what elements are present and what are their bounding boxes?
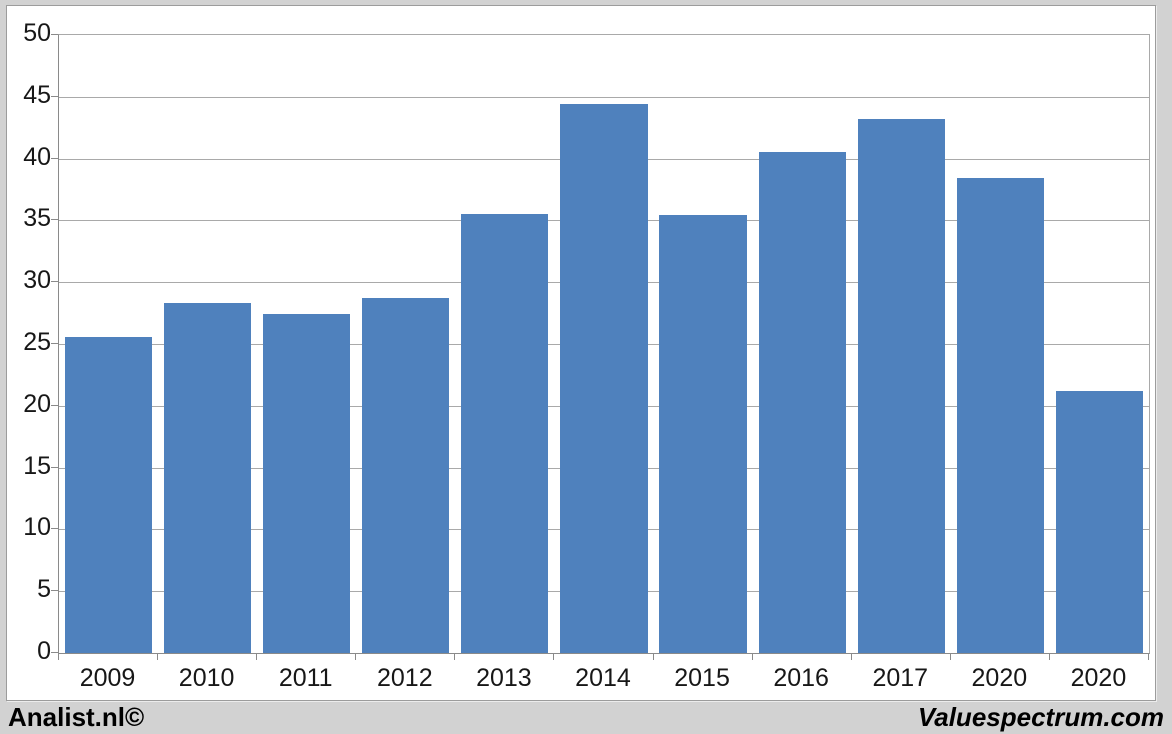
bar-2009 (64, 336, 153, 653)
x-axis-tick-mark (751, 653, 753, 660)
y-axis-tick-label: 35 (23, 204, 51, 233)
bar-2016 (758, 152, 846, 653)
y-axis-tick-label: 10 (23, 513, 51, 542)
x-axis-tick-mark (355, 653, 357, 660)
gridline (59, 96, 1149, 98)
x-axis-tick-label: 2013 (476, 664, 532, 692)
x-axis-tick-mark (850, 653, 852, 660)
bar-2020 (1055, 390, 1144, 653)
x-axis-tick-mark (256, 653, 258, 660)
x-axis-tick-mark (58, 653, 59, 660)
bar-2010 (164, 303, 252, 653)
x-axis-tick-label: 2017 (872, 664, 929, 692)
bar-2017 (857, 119, 945, 653)
chart-frame: 0 5 10 15 20 25 30 35 40 45 50 2009 2010 2011 2012 2013… (6, 5, 1156, 701)
y-axis-tick-label: 5 (37, 575, 51, 604)
y-axis-tick-mark (51, 466, 58, 468)
brand-analist: Analist.nl© (8, 702, 145, 732)
y-axis-tick-mark (51, 590, 58, 592)
x-axis-tick-label: 2020 (971, 664, 1028, 692)
x-axis-tick-label: 2014 (575, 664, 631, 692)
y-axis-tick-label: 45 (23, 80, 51, 109)
y-axis-tick-mark (51, 157, 58, 159)
brand-valuespectrum: Valuespectrum.com (917, 702, 1164, 732)
y-axis-tick-label: 40 (23, 142, 51, 171)
y-axis-tick-label: 0 (37, 637, 51, 665)
y-axis-tick-label: 50 (23, 19, 51, 47)
x-axis-tick-label: 2010 (178, 664, 235, 692)
x-axis-tick-mark (157, 653, 159, 660)
bar-2012 (362, 298, 450, 653)
x-axis-tick-mark (553, 653, 555, 660)
y-axis-tick-label: 25 (23, 328, 51, 356)
y-axis-tick-label: 20 (23, 389, 51, 418)
x-axis-tick-label: 2011 (278, 664, 333, 692)
y-axis-tick-mark (51, 219, 58, 221)
x-axis-tick-mark (1048, 653, 1050, 660)
y-axis-tick-mark (51, 652, 58, 653)
y-axis-tick-mark (51, 281, 58, 283)
x-axis-tick-mark (1148, 653, 1149, 660)
x-axis-tick-label: 2020 (1070, 664, 1127, 692)
y-axis-tick-label: 15 (23, 451, 51, 480)
x-axis-tick-label: 2016 (773, 664, 829, 692)
x-axis-tick-label: 2009 (79, 664, 136, 692)
y-axis-tick-mark (51, 528, 58, 530)
x-axis-tick-label: 2012 (376, 664, 433, 692)
y-axis-tick-label: 30 (23, 266, 51, 295)
bar-2014 (560, 104, 648, 653)
y-axis-tick-mark (51, 343, 58, 344)
y-axis-tick-mark (51, 34, 58, 35)
x-axis-tick-mark (949, 653, 951, 660)
y-axis-tick-mark (51, 404, 58, 406)
x-axis-tick-label: 2015 (674, 664, 730, 692)
y-axis-tick-mark (51, 95, 58, 97)
bar-2011 (263, 314, 351, 653)
x-axis-tick-mark (652, 653, 654, 660)
bar-2020 (956, 178, 1044, 653)
footer: Analist.nl© Valuespectrum.com (0, 701, 1172, 734)
bar-2013 (461, 214, 549, 653)
plot-area (58, 34, 1150, 654)
bar-2015 (659, 215, 747, 653)
x-axis-tick-mark (454, 653, 456, 660)
